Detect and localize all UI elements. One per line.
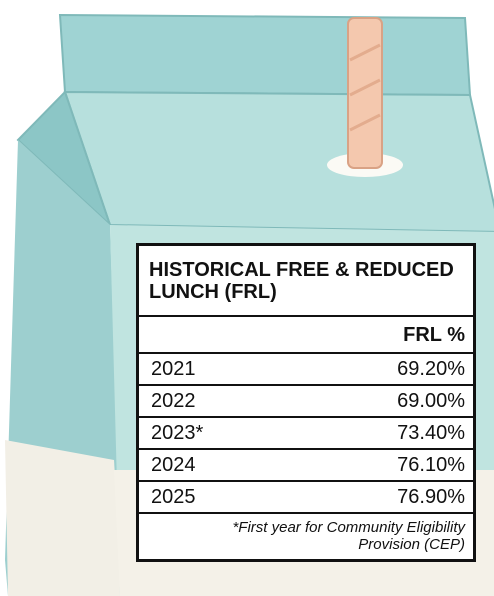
table-row: 2024 76.10%: [139, 450, 473, 482]
carton-top: [60, 15, 470, 95]
table-title: HISTORICAL FREE & REDUCED LUNCH (FRL): [139, 246, 473, 317]
frl-cell: 73.40%: [397, 418, 465, 448]
frl-cell: 76.10%: [397, 450, 465, 480]
carton-side-bottom: [5, 440, 122, 596]
table-row: 2023* 73.40%: [139, 418, 473, 450]
column-header: FRL %: [139, 317, 473, 354]
table-body: 2021 69.20% 2022 69.00% 2023* 73.40% 2024 76.10…: [139, 354, 473, 514]
year-cell: 2023*: [151, 418, 203, 448]
frl-cell: 69.20%: [397, 354, 465, 384]
year-cell: 2022: [151, 386, 196, 416]
table-row: 2025 76.90%: [139, 482, 473, 514]
year-cell: 2025: [151, 482, 196, 512]
year-cell: 2024: [151, 450, 196, 480]
frl-cell: 69.00%: [397, 386, 465, 416]
year-cell: 2021: [151, 354, 196, 384]
frl-table: HISTORICAL FREE & REDUCED LUNCH (FRL) FR…: [136, 243, 476, 562]
carton-roof: [65, 92, 494, 232]
table-row: 2022 69.00%: [139, 386, 473, 418]
footnote: *First year for Community Eligibility Pr…: [139, 514, 473, 559]
page: HISTORICAL FREE & REDUCED LUNCH (FRL) FR…: [0, 0, 494, 596]
table-row: 2021 69.20%: [139, 354, 473, 386]
frl-cell: 76.90%: [397, 482, 465, 512]
